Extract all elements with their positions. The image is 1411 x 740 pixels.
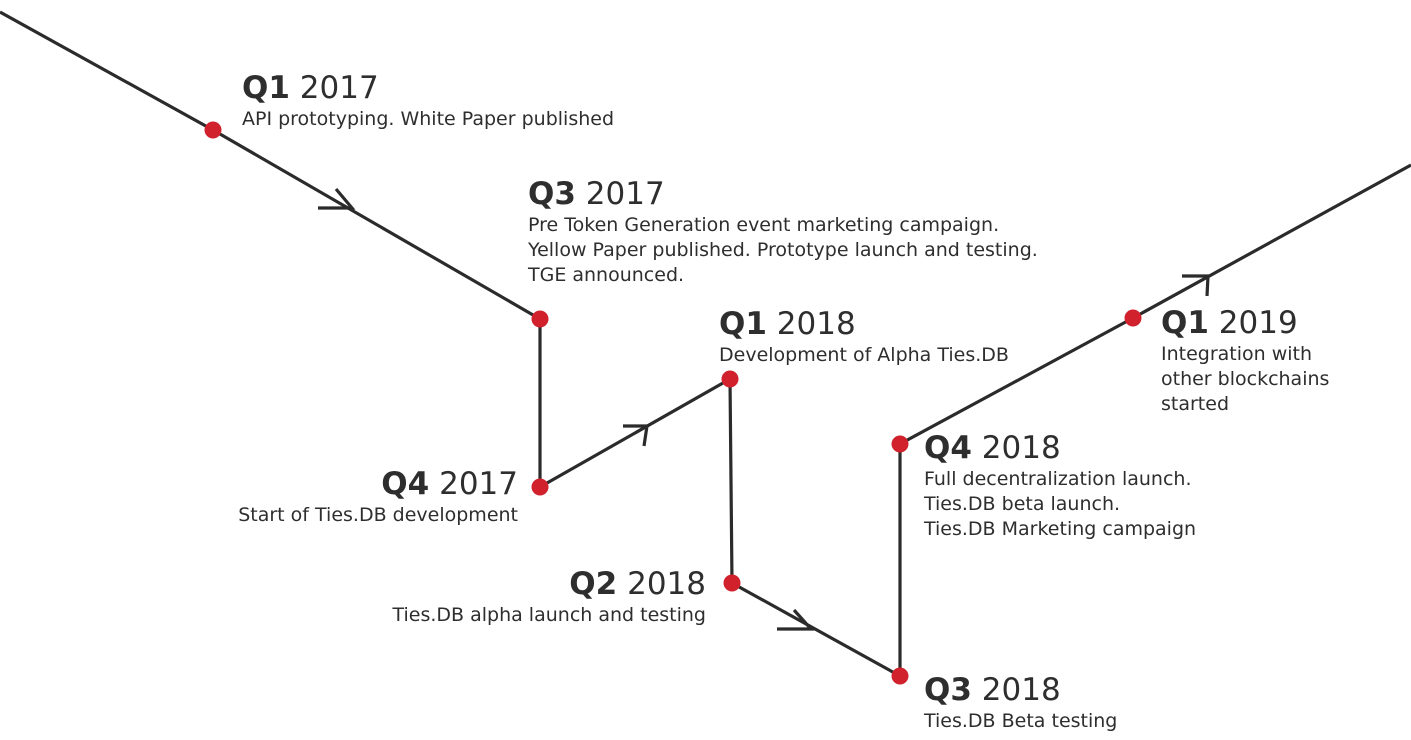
milestone-q4-2018: Q4 2018 Full decentralization launch. Ti… — [924, 430, 1196, 542]
description-line: Ties.DB Marketing campaign — [924, 518, 1197, 540]
description-line: API prototyping. White Paper published — [242, 108, 615, 130]
milestone-heading: Q2 2018 — [392, 566, 706, 602]
milestone-dot — [721, 370, 739, 388]
description-line: Ties.DB Beta testing — [924, 710, 1118, 732]
milestone-description: Ties.DB alpha launch and testing — [392, 603, 706, 628]
milestone-year: 2018 — [627, 566, 706, 602]
description-line: Pre Token Generation event marketing cam… — [528, 214, 1000, 236]
milestone-quarter: Q3 — [528, 176, 576, 212]
milestone-year: 2017 — [439, 466, 518, 502]
milestone-year: 2019 — [1218, 305, 1298, 341]
milestone-quarter: Q3 — [924, 672, 972, 708]
milestone-description: Ties.DB Beta testing — [924, 709, 1117, 734]
milestone-heading: Q4 2017 — [238, 466, 518, 502]
description-line: Integration with — [1161, 343, 1313, 365]
description-line: Yellow Paper published. Prototype launch… — [528, 239, 1038, 261]
milestone-description: Development of Alpha Ties.DB — [719, 343, 1009, 368]
milestone-dot — [531, 310, 549, 328]
milestone-dot — [723, 574, 741, 592]
direction-arrow — [777, 608, 815, 631]
milestone-quarter: Q1 — [719, 306, 767, 342]
milestone-dot — [891, 667, 909, 685]
direction-arrow — [623, 424, 649, 447]
milestone-q3-2017: Q3 2017 Pre Token Generation event marke… — [528, 176, 1038, 288]
milestone-year: 2017 — [299, 70, 379, 106]
milestone-year: 2018 — [981, 430, 1061, 466]
description-line: Full decentralization launch. — [924, 468, 1192, 490]
description-line: started — [1161, 393, 1230, 415]
milestone-q1-2019: Q1 2019 Integration with other blockchai… — [1161, 305, 1329, 417]
milestone-quarter: Q2 — [569, 566, 618, 602]
milestone-heading: Q3 2017 — [528, 176, 1038, 212]
milestone-dot — [204, 121, 222, 139]
milestone-q2-2018: Q2 2018 Ties.DB alpha launch and testing — [392, 566, 706, 628]
milestone-q3-2018: Q3 2018 Ties.DB Beta testing — [924, 672, 1117, 734]
description-line: other blockchains — [1161, 368, 1330, 390]
milestone-year: 2018 — [981, 672, 1061, 708]
milestone-dot — [531, 478, 549, 496]
timeline-path — [0, 10, 1411, 679]
milestone-heading: Q1 2018 — [719, 306, 1009, 342]
milestone-year: 2018 — [776, 306, 856, 342]
milestone-heading: Q4 2018 — [924, 430, 1196, 466]
milestone-heading: Q1 2017 — [242, 70, 614, 106]
direction-arrow — [1182, 274, 1210, 297]
description-line: Ties.DB alpha launch and testing — [392, 604, 706, 626]
milestone-description: Start of Ties.DB development — [238, 503, 518, 528]
milestone-dot — [1124, 309, 1142, 327]
milestone-q1-2017: Q1 2017 API prototyping. White Paper pub… — [242, 70, 614, 132]
milestone-quarter: Q4 — [924, 430, 972, 466]
description-line: Development of Alpha Ties.DB — [719, 344, 1009, 366]
milestone-description: API prototyping. White Paper published — [242, 107, 614, 132]
milestone-q1-2018: Q1 2018 Development of Alpha Ties.DB — [719, 306, 1009, 368]
description-line: Start of Ties.DB development — [238, 504, 518, 526]
milestone-year: 2017 — [585, 176, 665, 212]
milestone-description: Integration with other blockchains start… — [1161, 342, 1329, 417]
milestone-dot — [891, 435, 909, 453]
description-line: Ties.DB beta launch. — [924, 493, 1121, 515]
direction-arrow — [318, 187, 356, 210]
milestone-heading: Q3 2018 — [924, 672, 1117, 708]
milestone-quarter: Q4 — [381, 466, 430, 502]
milestone-q4-2017: Q4 2017 Start of Ties.DB development — [238, 466, 518, 528]
milestone-heading: Q1 2019 — [1161, 305, 1329, 341]
milestone-description: Pre Token Generation event marketing cam… — [528, 213, 1038, 288]
milestone-description: Full decentralization launch. Ties.DB be… — [924, 467, 1196, 542]
milestone-quarter: Q1 — [242, 70, 290, 106]
description-line: TGE announced. — [528, 264, 685, 286]
milestone-quarter: Q1 — [1161, 305, 1209, 341]
